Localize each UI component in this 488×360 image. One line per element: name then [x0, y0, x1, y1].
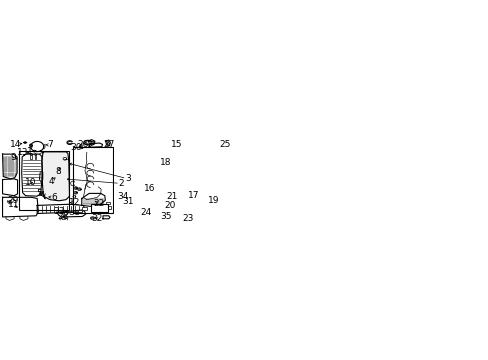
Text: 9: 9 [11, 153, 16, 162]
Text: 22: 22 [93, 199, 104, 208]
Text: 8: 8 [55, 167, 61, 176]
Bar [30, 154, 32, 159]
Polygon shape [2, 154, 17, 179]
Text: 24: 24 [141, 208, 152, 217]
Bar [106, 202, 110, 204]
Text: 30: 30 [71, 143, 82, 152]
Text: 35: 35 [160, 212, 171, 221]
Text: 5: 5 [37, 189, 42, 198]
Bar [81, 207, 87, 210]
Text: 7: 7 [47, 140, 53, 149]
Text: 12: 12 [69, 198, 81, 207]
Bar [107, 206, 111, 209]
Polygon shape [57, 210, 85, 217]
Text: 16: 16 [143, 184, 155, 193]
Polygon shape [103, 216, 110, 219]
Text: 27: 27 [103, 140, 115, 149]
Bar [35, 154, 37, 159]
Text: 28: 28 [58, 212, 69, 221]
Text: 34: 34 [117, 192, 128, 201]
Text: 32: 32 [91, 213, 102, 222]
Text: 11: 11 [8, 201, 19, 210]
Bar [78, 210, 81, 212]
Bar [91, 204, 107, 212]
Text: 18: 18 [159, 158, 171, 167]
Text: 26: 26 [77, 140, 88, 149]
Polygon shape [40, 171, 43, 182]
Text: 17: 17 [187, 190, 199, 199]
Text: 10: 10 [25, 178, 36, 187]
Text: 20: 20 [164, 201, 175, 210]
Polygon shape [41, 152, 69, 201]
Text: 19: 19 [208, 196, 219, 205]
Polygon shape [21, 154, 42, 196]
Text: 14: 14 [10, 140, 21, 149]
Text: 15: 15 [170, 140, 182, 149]
Polygon shape [24, 141, 27, 144]
Polygon shape [2, 197, 38, 217]
Text: 23: 23 [182, 213, 193, 222]
Polygon shape [81, 193, 105, 207]
Text: 4: 4 [49, 177, 55, 186]
Polygon shape [23, 141, 27, 144]
Text: 25: 25 [219, 140, 230, 149]
Text: 33: 33 [53, 207, 65, 216]
Text: 29: 29 [8, 196, 19, 205]
Text: 6: 6 [51, 193, 57, 202]
Text: 2: 2 [119, 179, 124, 188]
Polygon shape [37, 204, 84, 213]
Bar [19, 151, 69, 210]
Text: 13: 13 [17, 148, 28, 157]
Text: 21: 21 [166, 192, 177, 201]
Polygon shape [2, 179, 18, 196]
Polygon shape [88, 140, 95, 145]
Text: 1: 1 [27, 147, 33, 156]
Text: 3: 3 [125, 174, 131, 183]
Bar [72, 147, 113, 213]
Text: 31: 31 [122, 197, 133, 206]
